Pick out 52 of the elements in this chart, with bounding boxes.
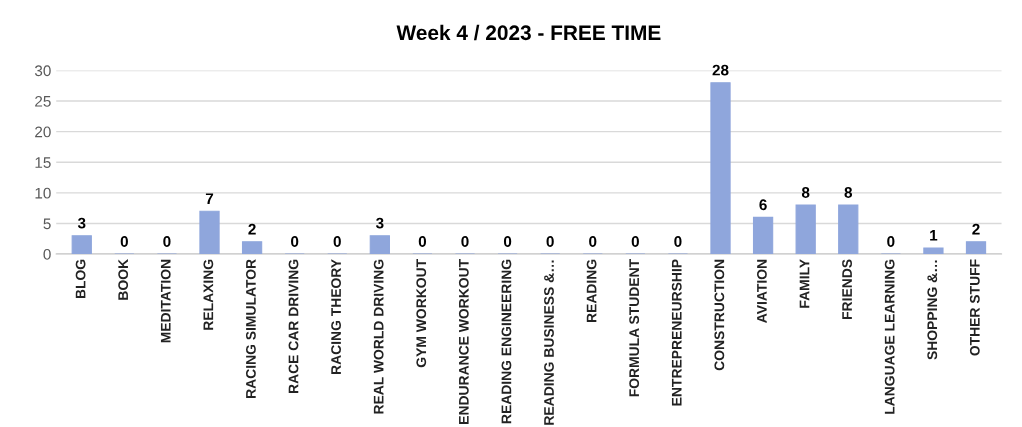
x-tick-label: READING bbox=[586, 259, 597, 323]
data-label: 0 bbox=[674, 236, 682, 247]
x-tick-label: ENDURANCE WORKOUT bbox=[458, 259, 469, 424]
data-label: 2 bbox=[248, 223, 256, 235]
x-tick-label: CONSTRUCTION bbox=[714, 259, 725, 371]
x-tick-label: READING BUSINESS &… bbox=[544, 260, 554, 425]
data-label: 0 bbox=[887, 236, 895, 247]
x-tick-label: RELAXING bbox=[203, 259, 214, 330]
x-tick-label: REAL WORLD DRIVING bbox=[373, 259, 384, 414]
data-label: 0 bbox=[291, 236, 299, 247]
data-label: 8 bbox=[844, 187, 853, 198]
x-tick-label: AVIATION bbox=[756, 259, 767, 323]
x-tick-label: ENTREPRENEURSHIP bbox=[671, 259, 682, 406]
x-tick-label: MEDITATION bbox=[160, 259, 171, 343]
data-label: 0 bbox=[503, 236, 512, 247]
data-label: 6 bbox=[759, 199, 767, 211]
x-tick-label: BOOK bbox=[118, 259, 129, 300]
data-label: 0 bbox=[589, 236, 597, 247]
data-label: 7 bbox=[205, 193, 214, 204]
x-tick-label: SHOPPING &… bbox=[927, 260, 938, 360]
x-tick-label: RACING THEORY bbox=[331, 259, 341, 374]
data-label: 28 bbox=[712, 64, 729, 76]
y-tick-label: 0 bbox=[43, 248, 51, 260]
data-label: 0 bbox=[163, 236, 171, 247]
data-label: 2 bbox=[972, 223, 980, 235]
data-label: 3 bbox=[375, 217, 384, 229]
data-label: 3 bbox=[77, 217, 86, 229]
y-tick-label: 25 bbox=[35, 95, 51, 107]
chart-title: Week 4 / 2023 - FREE TIME bbox=[396, 24, 661, 41]
y-tick-label: 5 bbox=[43, 218, 51, 230]
data-label: 8 bbox=[801, 187, 810, 198]
y-tick-label: 10 bbox=[35, 187, 51, 199]
data-label: 0 bbox=[418, 236, 427, 247]
x-tick-label: GYM WORKOUT bbox=[416, 259, 427, 368]
data-label: 0 bbox=[631, 236, 639, 247]
data-label: 0 bbox=[546, 236, 554, 247]
x-tick-label: OTHER STUFF bbox=[969, 259, 980, 356]
data-label: 1 bbox=[930, 230, 938, 241]
x-tick-label: FORMULA STUDENT bbox=[629, 259, 640, 397]
x-tick-label: FAMILY bbox=[799, 259, 810, 308]
y-tick-label: 15 bbox=[35, 157, 51, 168]
x-tick-label: RACE CAR DRIVING bbox=[288, 259, 299, 394]
x-tick-label: RACING SIMULATOR bbox=[245, 259, 256, 398]
data-label: 0 bbox=[333, 236, 341, 247]
x-tick-label: FRIENDS bbox=[842, 259, 852, 319]
data-label: 0 bbox=[461, 236, 469, 247]
data-label: 0 bbox=[120, 236, 128, 247]
y-tick-label: 30 bbox=[34, 65, 51, 77]
x-tick-label: BLOG bbox=[75, 259, 86, 299]
x-tick-label: LANGUAGE LEARNING bbox=[884, 259, 895, 414]
y-tick-label: 20 bbox=[35, 126, 51, 138]
x-tick-label: READING ENGINEERING bbox=[501, 259, 512, 424]
